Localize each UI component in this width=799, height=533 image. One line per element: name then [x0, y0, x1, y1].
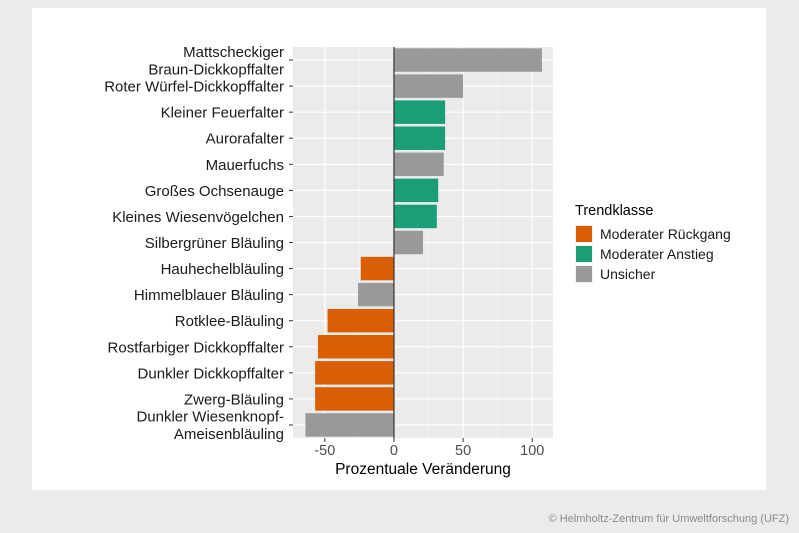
chart-card: -50 0 50 100 Mattscheckiger Braun-Dickkopffal…: [32, 8, 766, 490]
legend-swatch: [576, 226, 592, 242]
category-label: Dunkler Dickkopffalter: [138, 365, 284, 382]
category-label: Zwerg-Bläuling: [184, 391, 284, 408]
x-tick-label: 0: [390, 443, 398, 459]
bar: [358, 282, 394, 307]
category-label: Kleiner Feuerfalter: [161, 105, 284, 122]
bar: [393, 230, 423, 255]
copyright-text: © Helmholtz-Zentrum für Umweltforschung …: [548, 513, 789, 525]
category-label: Hauhechelbläuling: [161, 261, 284, 278]
category-label: Dunkler Wiesenknopf-: [136, 409, 284, 426]
legend-swatch: [576, 266, 592, 282]
bar: [393, 152, 444, 177]
category-label: Silbergrüner Bläuling: [145, 235, 284, 252]
category-label: Großes Ochsenauge: [145, 183, 284, 200]
bar: [393, 48, 542, 72]
category-label: Roter Würfel-Dickkopffalter: [104, 79, 284, 96]
legend-label: Moderater Anstieg: [600, 246, 714, 262]
bar: [393, 178, 439, 203]
category-label: Mauerfuchs: [206, 157, 284, 174]
x-tick-label: 100: [520, 443, 544, 459]
category-label: Rotklee-Bläuling: [175, 313, 284, 330]
legend-label: Moderater Rückgang: [600, 226, 731, 242]
x-tick-label: 50: [455, 443, 471, 459]
category-label: Mattscheckiger: [183, 44, 284, 61]
bar: [305, 413, 394, 437]
category-label: Rostfarbiger Dickkopffalter: [108, 339, 284, 356]
category-label: Aurorafalter: [206, 131, 284, 148]
bar: [315, 387, 394, 411]
x-tick-label: -50: [314, 443, 335, 459]
bar: [317, 335, 394, 359]
category-label: Kleines Wiesenvögelchen: [112, 209, 284, 226]
bar: [315, 361, 394, 385]
bar: [393, 126, 446, 150]
legend-swatch: [576, 246, 592, 262]
bar-chart: -50 0 50 100 MattscheckigerBraun-Dickkopffal…: [104, 44, 731, 478]
legend-title: Trendklasse: [575, 203, 653, 219]
x-axis-title: Prozentuale Veränderung: [335, 461, 511, 478]
bar: [360, 256, 394, 281]
bar: [327, 308, 394, 333]
bar: [393, 204, 437, 229]
category-label: Braun-Dickkopffalter: [148, 61, 284, 78]
category-label: Himmelblauer Bläuling: [134, 287, 284, 304]
bar: [393, 74, 464, 98]
category-label: Ameisenbläuling: [174, 426, 284, 443]
legend-label: Unsicher: [600, 266, 656, 282]
bar: [393, 100, 446, 124]
